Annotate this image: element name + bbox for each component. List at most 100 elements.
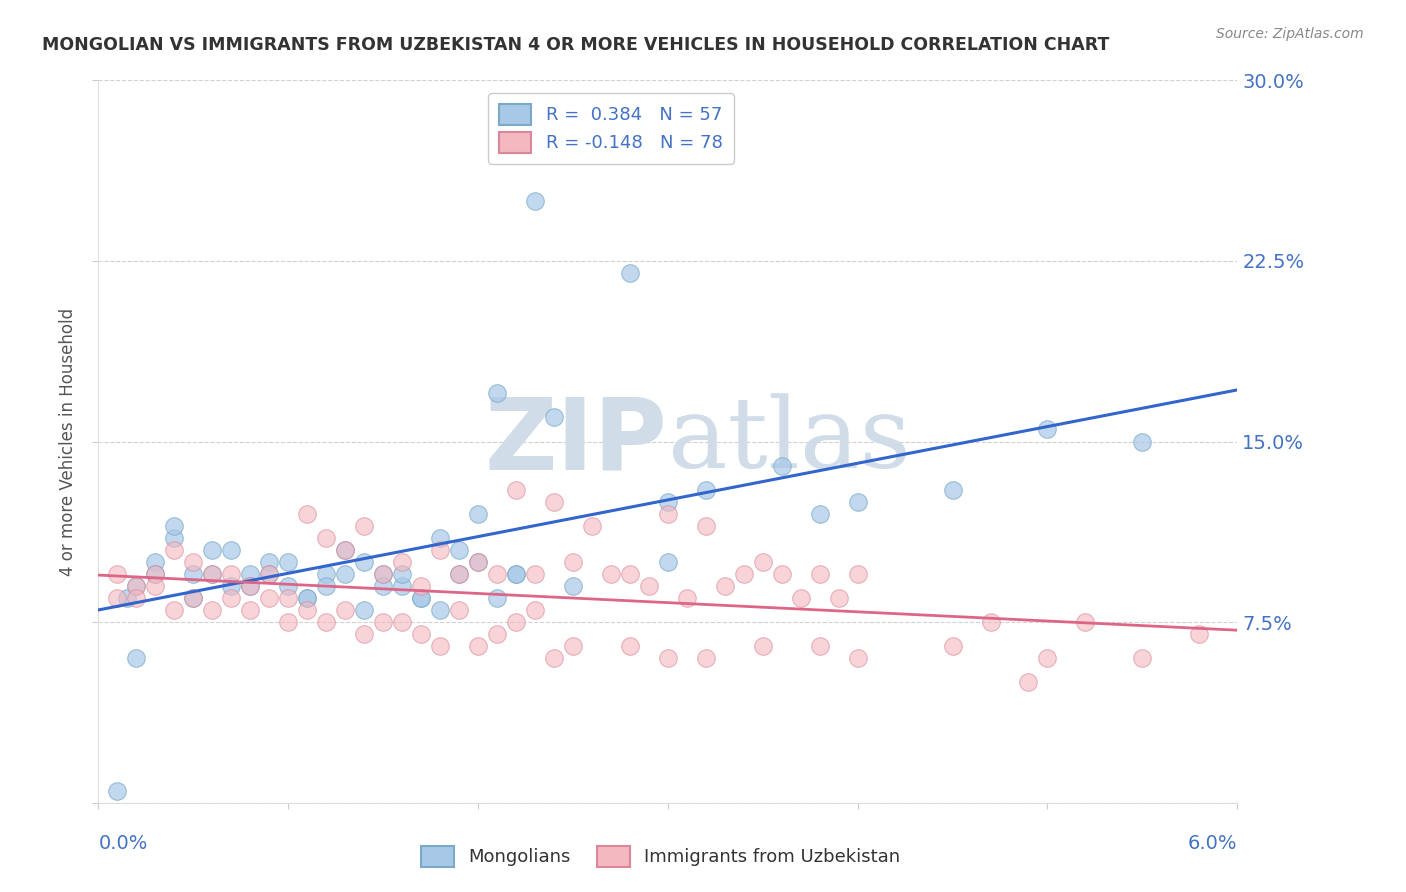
- Point: [808, 507, 831, 521]
- Point: [277, 615, 299, 630]
- Point: [790, 591, 813, 605]
- Point: [125, 651, 148, 665]
- Point: [411, 591, 433, 605]
- Point: [467, 555, 489, 569]
- Point: [429, 542, 451, 557]
- Point: [297, 507, 319, 521]
- Point: [125, 579, 148, 593]
- Point: [1188, 627, 1211, 641]
- Point: [239, 579, 262, 593]
- Point: [259, 555, 281, 569]
- Point: [145, 567, 167, 582]
- Point: [221, 591, 243, 605]
- Point: [371, 567, 394, 582]
- Point: [1036, 422, 1059, 436]
- Point: [467, 639, 489, 653]
- Point: [183, 555, 205, 569]
- Point: [371, 567, 394, 582]
- Point: [371, 615, 394, 630]
- Point: [619, 266, 641, 280]
- Point: [676, 591, 699, 605]
- Point: [391, 567, 413, 582]
- Point: [259, 591, 281, 605]
- Point: [980, 615, 1002, 630]
- Point: [846, 651, 869, 665]
- Point: [107, 567, 129, 582]
- Point: [770, 567, 793, 582]
- Point: [1074, 615, 1097, 630]
- Point: [828, 591, 851, 605]
- Point: [353, 555, 375, 569]
- Point: [239, 603, 262, 617]
- Point: [201, 542, 224, 557]
- Point: [524, 603, 547, 617]
- Point: [449, 542, 471, 557]
- Point: [163, 531, 186, 545]
- Point: [315, 567, 337, 582]
- Point: [315, 531, 337, 545]
- Point: [115, 591, 138, 605]
- Point: [145, 555, 167, 569]
- Point: [125, 591, 148, 605]
- Text: MONGOLIAN VS IMMIGRANTS FROM UZBEKISTAN 4 OR MORE VEHICLES IN HOUSEHOLD CORRELAT: MONGOLIAN VS IMMIGRANTS FROM UZBEKISTAN …: [42, 36, 1109, 54]
- Point: [543, 410, 565, 425]
- Point: [297, 603, 319, 617]
- Point: [657, 651, 679, 665]
- Point: [695, 651, 717, 665]
- Legend: Mongolians, Immigrants from Uzbekistan: Mongolians, Immigrants from Uzbekistan: [413, 838, 908, 874]
- Point: [353, 518, 375, 533]
- Point: [714, 579, 737, 593]
- Point: [846, 567, 869, 582]
- Point: [733, 567, 755, 582]
- Point: [808, 567, 831, 582]
- Point: [695, 483, 717, 497]
- Point: [221, 567, 243, 582]
- Point: [467, 555, 489, 569]
- Point: [239, 567, 262, 582]
- Point: [1036, 651, 1059, 665]
- Point: [163, 518, 186, 533]
- Point: [657, 555, 679, 569]
- Point: [183, 591, 205, 605]
- Point: [942, 483, 965, 497]
- Point: [752, 639, 775, 653]
- Point: [846, 494, 869, 508]
- Point: [1018, 675, 1040, 690]
- Point: [371, 579, 394, 593]
- Point: [429, 639, 451, 653]
- Point: [449, 567, 471, 582]
- Point: [638, 579, 661, 593]
- Point: [391, 555, 413, 569]
- Point: [429, 531, 451, 545]
- Point: [657, 494, 679, 508]
- Point: [183, 567, 205, 582]
- Point: [315, 615, 337, 630]
- Point: [107, 591, 129, 605]
- Point: [505, 567, 527, 582]
- Point: [201, 603, 224, 617]
- Point: [259, 567, 281, 582]
- Point: [486, 591, 509, 605]
- Point: [297, 591, 319, 605]
- Point: [562, 555, 585, 569]
- Point: [411, 627, 433, 641]
- Text: ZIP: ZIP: [485, 393, 668, 490]
- Point: [562, 579, 585, 593]
- Point: [411, 579, 433, 593]
- Point: [543, 494, 565, 508]
- Text: Source: ZipAtlas.com: Source: ZipAtlas.com: [1216, 27, 1364, 41]
- Point: [221, 579, 243, 593]
- Point: [1132, 434, 1154, 449]
- Point: [486, 627, 509, 641]
- Point: [581, 518, 603, 533]
- Point: [145, 567, 167, 582]
- Point: [486, 386, 509, 401]
- Point: [391, 615, 413, 630]
- Point: [259, 567, 281, 582]
- Point: [335, 542, 357, 557]
- Point: [297, 591, 319, 605]
- Point: [1132, 651, 1154, 665]
- Point: [429, 603, 451, 617]
- Point: [277, 555, 299, 569]
- Point: [600, 567, 623, 582]
